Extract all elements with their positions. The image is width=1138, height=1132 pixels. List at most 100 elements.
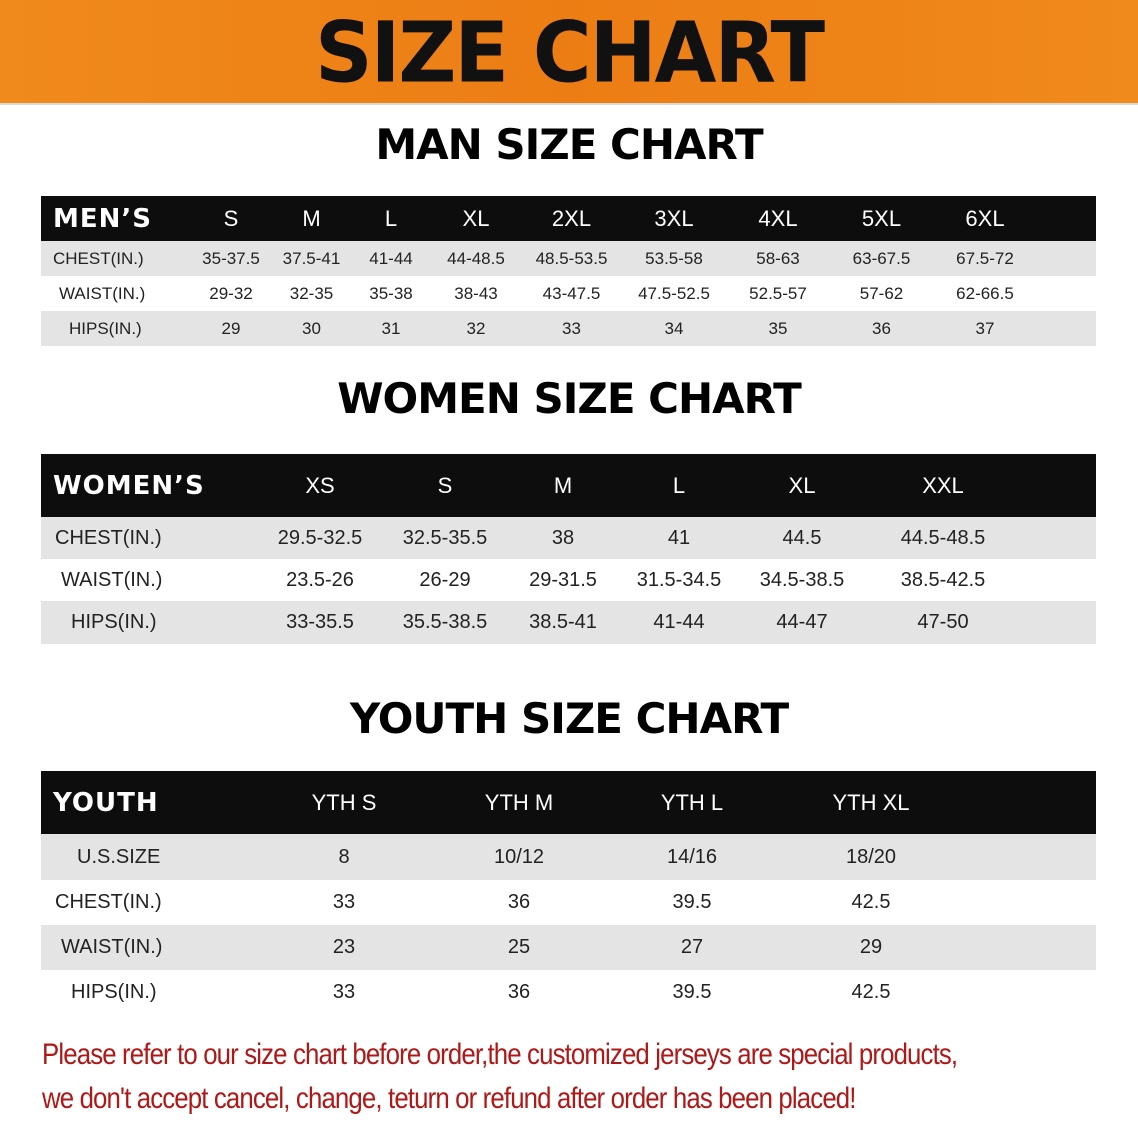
measurement-cell: 35.5-38.5	[402, 611, 488, 633]
banner: SIZE CHART	[0, 0, 1138, 105]
measurement-cell: 29	[859, 936, 883, 958]
notice-line-2: we don't accept cancel, change, teturn o…	[42, 1082, 856, 1115]
measurement-cell: 36	[507, 891, 531, 913]
table-row: WAIST(IN.) 23.5-26 26-29 29-31.5 31.5-34.5 34…	[41, 559, 1096, 601]
measurement-cell: 38	[551, 526, 575, 549]
measurement-cell: 29-32	[209, 283, 253, 303]
measurement-cell: 31.5-34.5	[636, 568, 722, 591]
measurement-cell: 33	[332, 981, 356, 1003]
size-header-cell: S	[223, 205, 239, 231]
size-header-cell: 3XL	[654, 205, 694, 231]
table-row: U.S.SIZE 8 10/12 14/16 18/20	[41, 834, 1096, 880]
measurement-cell: 62-66.5	[956, 283, 1014, 303]
measurement-cell: 47-50	[917, 611, 969, 633]
measurement-cell: 39.5	[672, 981, 712, 1003]
size-header-cell: 4XL	[758, 205, 798, 231]
measurement-cell: 44-47	[776, 611, 828, 633]
measurement-cell: 25	[507, 936, 531, 958]
measurement-cell: 31	[381, 318, 401, 338]
measurement-cell: 38.5-41	[529, 611, 597, 633]
row-label: HIPS(IN.)	[71, 611, 157, 633]
youth-section-title: YOUTH SIZE CHART	[349, 694, 789, 743]
size-header-cell: 5XL	[861, 205, 902, 231]
size-header-cell: S	[437, 472, 453, 498]
size-header-cell: YTH S	[311, 789, 377, 815]
measurement-cell: 29	[221, 318, 241, 338]
women-header-label: WOMEN’S	[53, 470, 205, 501]
measurement-cell: 39.5	[672, 891, 712, 913]
row-label: HIPS(IN.)	[71, 981, 157, 1003]
men-header-row: MEN’S S M L XL 2XL 3XL 4XL 5XL 6XL	[41, 196, 1096, 241]
size-header-cell: YTH M	[484, 789, 554, 815]
row-label: U.S.SIZE	[77, 845, 161, 868]
size-header-cell: 6XL	[965, 205, 1005, 231]
notice-line-1: Please refer to our size chart before or…	[42, 1038, 958, 1071]
table-row: HIPS(IN.) 33 36 39.5 42.5	[41, 970, 1096, 1015]
row-label: CHEST(IN.)	[55, 891, 162, 913]
table-row: CHEST(IN.) 35-37.5 37.5-41 41-44 44-48.5 48.5…	[41, 241, 1096, 276]
measurement-cell: 53.5-58	[645, 248, 703, 268]
size-header-cell: M	[553, 472, 573, 498]
measurement-cell: 30	[302, 318, 321, 338]
measurement-cell: 44.5	[782, 526, 822, 549]
row-label: WAIST(IN.)	[59, 283, 146, 303]
measurement-cell: 26-29	[419, 568, 471, 591]
measurement-cell: 37	[975, 318, 995, 338]
size-header-cell: M	[302, 205, 321, 231]
measurement-cell: 29.5-32.5	[277, 526, 363, 549]
table-row: CHEST(IN.) 33 36 39.5 42.5	[41, 880, 1096, 925]
measurement-cell: 32-35	[289, 283, 334, 303]
youth-header-row: YOUTH YTH S YTH M YTH L YTH XL	[41, 771, 1096, 834]
size-header-cell: 2XL	[551, 205, 592, 231]
measurement-cell: 36	[872, 318, 891, 338]
table-row: HIPS(IN.) 33-35.5 35.5-38.5 38.5-41 41-44 44-…	[41, 601, 1096, 644]
table-row: WAIST(IN.) 29-32 32-35 35-38 38-43 43-47.5 47.…	[41, 276, 1096, 311]
measurement-cell: 63-67.5	[852, 248, 911, 268]
women-size-table: WOMEN’S XS S M L XL XXL CHEST(IN.) 29.5-32.5 32.5…	[41, 454, 1096, 644]
measurement-cell: 41-44	[653, 611, 705, 633]
table-row: CHEST(IN.) 29.5-32.5 32.5-35.5 38 41 44.5 44.5…	[41, 517, 1096, 559]
size-header-cell: XS	[305, 472, 335, 498]
measurement-cell: 14/16	[666, 845, 718, 868]
measurement-cell: 34.5-38.5	[759, 568, 845, 591]
measurement-cell: 35-37.5	[202, 248, 260, 268]
size-header-cell: XL	[788, 472, 816, 498]
measurement-cell: 8	[338, 845, 350, 868]
measurement-cell: 27	[680, 936, 704, 958]
measurement-cell: 37.5-41	[282, 248, 341, 268]
row-label: CHEST(IN.)	[53, 248, 144, 268]
size-header-cell: L	[384, 205, 398, 231]
measurement-cell: 41-44	[369, 248, 413, 268]
size-header-cell: XL	[462, 205, 490, 231]
measurement-cell: 34	[664, 318, 684, 338]
size-header-cell: YTH L	[660, 789, 724, 815]
men-size-table: MEN’S S M L XL 2XL 3XL 4XL 5XL 6XL CHEST(IN.) 35-37…	[41, 196, 1096, 346]
measurement-cell: 67.5-72	[956, 248, 1014, 268]
measurement-cell: 32	[466, 318, 486, 338]
measurement-cell: 36	[507, 981, 531, 1003]
measurement-cell: 18/20	[845, 845, 897, 868]
measurement-cell: 33	[332, 891, 356, 913]
men-header-label: MEN’S	[53, 203, 152, 234]
measurement-cell: 23	[332, 936, 356, 958]
row-label: CHEST(IN.)	[55, 526, 162, 549]
youth-size-table: YOUTH YTH S YTH M YTH L YTH XL U.S.SIZE 8 10/12…	[41, 771, 1096, 1015]
measurement-cell: 38-43	[454, 283, 498, 303]
measurement-cell: 33	[562, 318, 581, 338]
youth-header-label: YOUTH	[53, 787, 159, 818]
measurement-cell: 33-35.5	[286, 611, 354, 633]
measurement-cell: 44-48.5	[447, 248, 505, 268]
measurement-cell: 44.5-48.5	[900, 526, 986, 549]
measurement-cell: 41	[667, 526, 691, 549]
row-label: WAIST(IN.)	[61, 568, 163, 591]
size-header-cell: YTH XL	[832, 789, 910, 815]
table-row: HIPS(IN.) 29 30 31 32 33 34 35 36 37	[41, 311, 1096, 346]
measurement-cell: 38.5-42.5	[900, 568, 986, 591]
measurement-cell: 43-47.5	[542, 283, 601, 303]
size-header-cell: L	[672, 472, 686, 498]
measurement-cell: 57-62	[859, 283, 904, 303]
men-section-title: MAN SIZE CHART	[375, 120, 763, 169]
measurement-cell: 32.5-35.5	[402, 526, 488, 549]
measurement-cell: 29-31.5	[529, 568, 597, 591]
measurement-cell: 35-38	[369, 283, 413, 303]
